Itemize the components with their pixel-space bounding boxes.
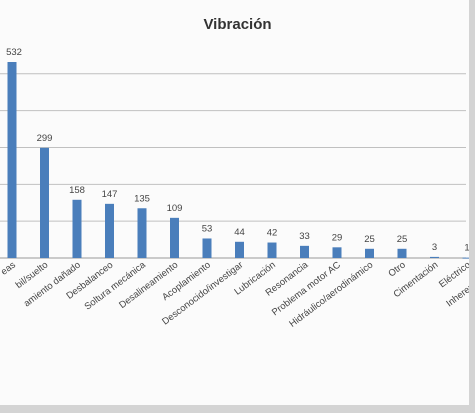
bar-3 <box>105 203 114 258</box>
category-label-2: amiento dañado <box>22 260 83 310</box>
data-label-9: 33 <box>299 231 310 242</box>
category-label-0: eas <box>0 259 18 277</box>
bar-12 <box>397 248 407 258</box>
frame-border-right <box>469 0 475 413</box>
bar-0 <box>7 62 17 258</box>
chart-title: Vibración <box>203 16 272 33</box>
frame-border-bottom <box>0 405 475 413</box>
data-label-5: 109 <box>167 203 183 214</box>
bar-11 <box>365 248 374 258</box>
data-label-13: 3 <box>432 242 437 253</box>
data-label-10: 29 <box>332 232 343 243</box>
bar-2 <box>72 199 82 258</box>
data-label-7: 44 <box>234 227 245 238</box>
data-label-6: 53 <box>202 223 213 234</box>
data-label-12: 25 <box>397 234 408 245</box>
data-label-3: 147 <box>102 189 118 200</box>
bar-13 <box>430 256 439 258</box>
category-label-12: Otro <box>386 260 407 280</box>
bar-6 <box>202 238 212 258</box>
data-label-0: 532 <box>6 47 22 58</box>
bar-9 <box>300 245 309 258</box>
data-label-11: 25 <box>364 234 375 245</box>
bar-7 <box>235 241 244 258</box>
data-label-1: 299 <box>37 133 53 144</box>
bar-4 <box>137 208 147 258</box>
data-label-4: 135 <box>134 193 150 204</box>
bar-1 <box>40 147 49 258</box>
data-label-14: 1 <box>464 243 469 254</box>
data-label-2: 158 <box>69 185 85 196</box>
bar-5 <box>170 217 179 258</box>
bar-8 <box>267 242 277 258</box>
bar-14 <box>462 257 472 259</box>
bar-10 <box>332 247 342 258</box>
data-label-8: 42 <box>267 228 278 239</box>
